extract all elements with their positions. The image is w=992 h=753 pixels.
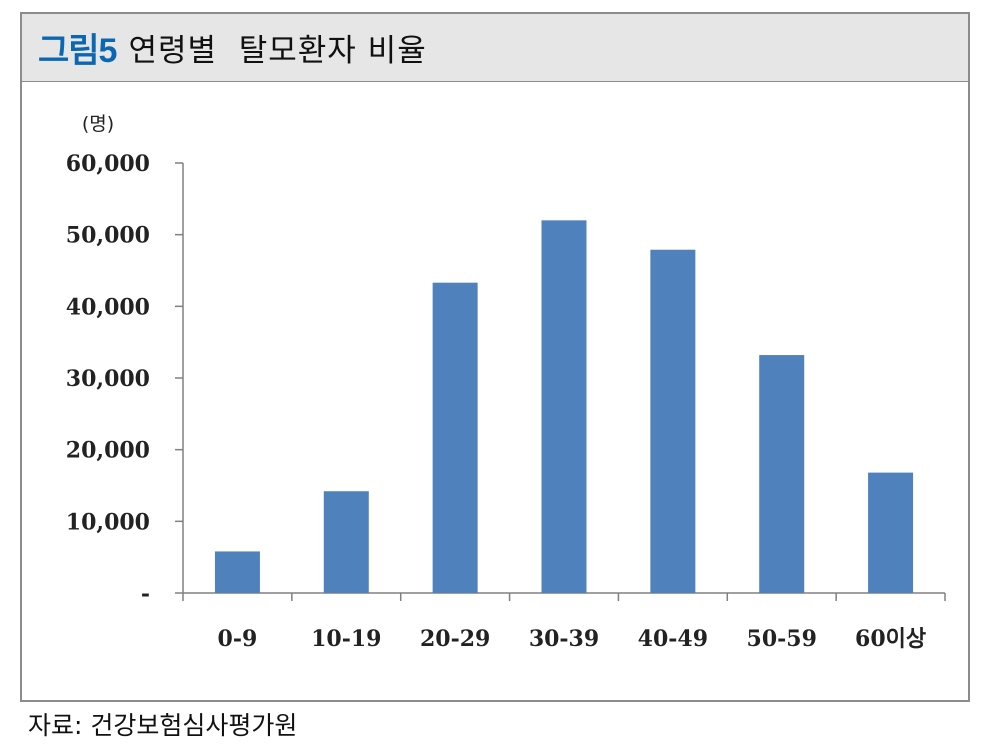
y-tick-label: 30,000	[66, 366, 150, 392]
x-tick-label: 0-9	[218, 626, 258, 652]
x-tick-label: 60이상	[855, 626, 926, 652]
chart-labels: (명) - 10,000 20,000 30,000 40,000 50,000 60,000…	[66, 113, 926, 652]
figure-title-bar: 그림5 연령별 탈모환자 비율	[22, 14, 968, 82]
y-tick-label: 40,000	[66, 294, 150, 320]
source-note: 자료: 건강보험심사평가원	[28, 711, 298, 740]
x-tick-label: 30-39	[529, 626, 599, 652]
bar-10-19	[323, 491, 369, 593]
chart-bars	[214, 220, 914, 594]
bar-60이상	[868, 472, 914, 593]
y-tick-label: -	[141, 581, 150, 607]
x-tick-label: 50-59	[747, 626, 817, 652]
figure-frame: 그림5 연령별 탈모환자 비율	[20, 12, 970, 702]
figure-title: 연령별 탈모환자 비율	[128, 33, 427, 69]
figure-label: 그림5	[38, 32, 117, 70]
x-tick-label: 10-19	[311, 626, 381, 652]
x-tick-label: 40-49	[638, 626, 708, 652]
bar-20-29	[432, 282, 478, 593]
bar-30-39	[541, 220, 587, 594]
y-unit-label: (명)	[82, 113, 114, 135]
bar-chart: (명) - 10,000 20,000 30,000 40,000 50,000 60,000…	[66, 113, 946, 652]
y-tick-label: 50,000	[66, 223, 150, 249]
bar-40-49	[650, 249, 696, 593]
bar-50-59	[759, 355, 805, 593]
y-tick-label: 10,000	[66, 509, 150, 535]
x-tick-label: 20-29	[420, 626, 490, 652]
bar-0-9	[214, 551, 260, 593]
y-tick-label: 60,000	[66, 151, 150, 177]
y-tick-label: 20,000	[66, 438, 150, 464]
